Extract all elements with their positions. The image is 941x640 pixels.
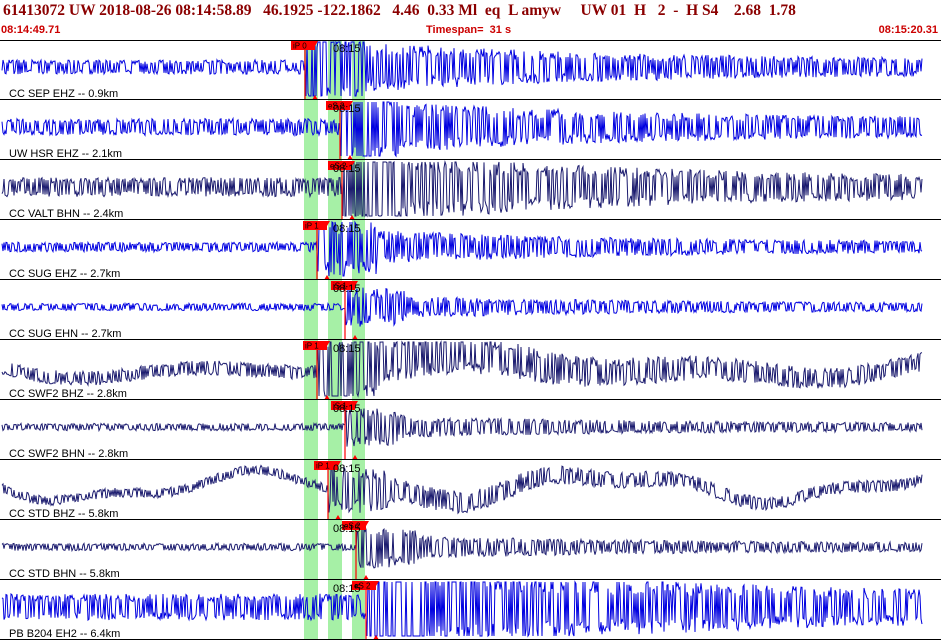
triangle-marker-icon: [335, 461, 341, 466]
pick-label: eS 2: [344, 522, 361, 531]
triangle-marker-icon: [312, 95, 318, 100]
triangle-marker-icon: [324, 395, 330, 400]
time-tick-label: 08:15: [333, 343, 361, 355]
pick-label-box[interactable]: [291, 41, 315, 50]
timespan-label: Timespan= 31 s: [426, 24, 512, 36]
seismogram-panels[interactable]: iP 0 08:15 CC SEP EHZ -- 0.9km eS 2 08:15 UW …: [0, 40, 941, 640]
pick-label-box[interactable]: [326, 101, 350, 110]
pick-label: iS 1: [333, 282, 347, 291]
triangle-marker-icon: [363, 575, 369, 580]
pick-label: iS 1: [333, 402, 347, 411]
trace-panel[interactable]: iP 0 08:15 CC SEP EHZ -- 0.9km: [0, 40, 941, 100]
time-tick-label: 08:15: [333, 103, 361, 115]
waveform-trace: [1, 160, 923, 218]
station-label: CC SUG EHZ -- 2.7km: [9, 268, 120, 280]
pick-label-box[interactable]: [331, 281, 355, 290]
station-label: UW HSR EHZ -- 2.1km: [9, 148, 122, 160]
header-bar: 61413072 UW 2018-08-26 08:14:58.89 46.19…: [0, 0, 941, 40]
waveform-trace: [1, 407, 923, 447]
pick-label-box[interactable]: [342, 521, 366, 530]
trace-panel[interactable]: eS 208:15 CC STD BHN -- 5.8km: [0, 521, 941, 580]
time-tick-label: 08:15: [333, 523, 361, 535]
triangle-marker-icon: [352, 455, 358, 460]
triangle-marker-icon: [373, 581, 379, 586]
trace-panel[interactable]: iS 108:15 CC SUG EHN -- 2.7km: [0, 281, 941, 340]
pick-label: iP 1: [316, 462, 330, 471]
time-tick-label: 08:15: [333, 223, 361, 235]
station-label: CC SUG EHN -- 2.7km: [9, 328, 121, 340]
trace-panel[interactable]: iP 1 08:15 CC STD BHZ -- 5.8km: [0, 461, 941, 520]
waveform-trace: [1, 528, 923, 569]
time-end-label: 08:15:20.31: [878, 24, 938, 36]
triangle-marker-icon: [352, 401, 358, 406]
triangle-marker-icon: [324, 221, 330, 226]
station-label: CC STD BHZ -- 5.8km: [9, 508, 118, 520]
triangle-marker-icon: [312, 41, 318, 46]
triangle-marker-icon: [349, 161, 355, 166]
waveform-trace: [1, 340, 923, 398]
station-label: CC SWF2 BHN -- 2.8km: [9, 448, 128, 460]
time-tick-label: 08:15: [333, 403, 361, 415]
waveform-trace: [1, 40, 923, 97]
triangle-marker-icon: [347, 155, 353, 160]
event-title: 61413072 UW 2018-08-26 08:14:58.89 46.19…: [3, 2, 796, 19]
trace-panel[interactable]: eS 208:15 PB B204 EH2 -- 6.4km: [0, 580, 941, 640]
time-tick-label: 08:15: [333, 283, 361, 295]
pick-label: eS 2: [330, 162, 347, 171]
triangle-marker-icon: [347, 101, 353, 106]
pick-label-box[interactable]: [328, 161, 352, 170]
triangle-marker-icon: [373, 635, 379, 640]
waveform-trace: [1, 287, 923, 327]
time-tick-label: 08:15: [333, 163, 361, 175]
time-tick-label: 08:15: [333, 463, 361, 475]
pick-label: iP 1: [305, 222, 319, 231]
trace-panel[interactable]: iS 108:15 CC SWF2 BHN -- 2.8km: [0, 401, 941, 460]
station-label: CC STD BHN -- 5.8km: [9, 568, 120, 580]
pick-label: eS 2: [328, 102, 345, 111]
time-tick-label: 08:15: [333, 43, 361, 55]
waveform-trace: [1, 220, 923, 277]
triangle-marker-icon: [324, 341, 330, 346]
trace-panel[interactable]: iP 1 08:15 CC SUG EHZ -- 2.7km: [0, 220, 941, 280]
pick-label: iP 0: [293, 42, 307, 51]
pick-label: iP 1: [305, 342, 319, 351]
pick-label-box[interactable]: [352, 581, 376, 590]
trace-panel[interactable]: iP 1 08:15 CC SWF2 BHZ -- 2.8km: [0, 340, 941, 400]
triangle-marker-icon: [352, 281, 358, 286]
pick-label-box[interactable]: [331, 401, 355, 410]
triangle-marker-icon: [335, 515, 341, 520]
station-label: CC SEP EHZ -- 0.9km: [9, 88, 118, 100]
waveform-trace: [1, 580, 923, 638]
station-label: PB B204 EH2 -- 6.4km: [9, 628, 120, 640]
pick-label-box[interactable]: [314, 461, 338, 470]
station-label: CC VALT BHN -- 2.4km: [9, 208, 123, 220]
time-start-label: 08:14:49.71: [1, 24, 61, 36]
triangle-marker-icon: [352, 335, 358, 340]
time-tick-label: 08:15: [333, 583, 361, 595]
pick-label: eS 2: [354, 582, 371, 591]
trace-panel[interactable]: eS 208:15 UW HSR EHZ -- 2.1km: [0, 100, 941, 160]
station-label: CC SWF2 BHZ -- 2.8km: [9, 388, 127, 400]
waveform-trace: [1, 464, 923, 515]
triangle-marker-icon: [324, 275, 330, 280]
waveform-trace: [1, 100, 923, 158]
triangle-marker-icon: [349, 215, 355, 220]
triangle-marker-icon: [363, 521, 369, 526]
trace-panel[interactable]: eS 208:15 CC VALT BHN -- 2.4km: [0, 160, 941, 220]
pick-label-box[interactable]: [303, 341, 327, 350]
pick-label-box[interactable]: [303, 221, 327, 230]
